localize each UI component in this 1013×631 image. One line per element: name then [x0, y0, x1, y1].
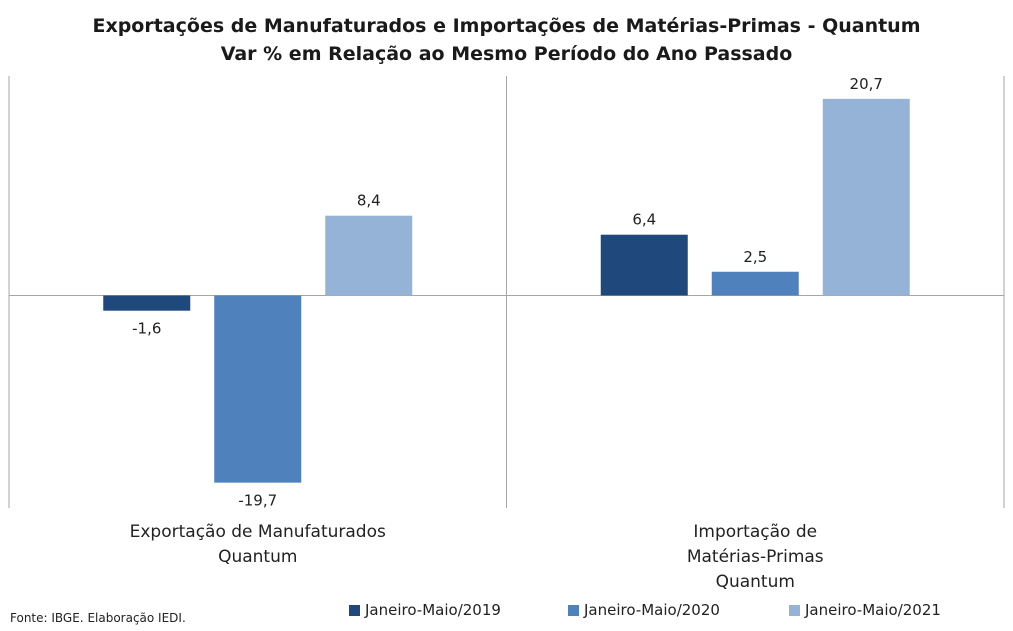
data-label-2-0: 8,4 — [357, 192, 381, 210]
legend-swatch-2021 — [789, 604, 800, 616]
data-label-1-1: 2,5 — [743, 248, 767, 266]
category-label-1-0: Importação de — [693, 522, 817, 542]
data-label-0-1: 6,4 — [632, 211, 656, 229]
chart-title: Exportações de Manufaturados e Importaçõ… — [92, 15, 921, 37]
bar-1-1 — [711, 271, 799, 296]
bar-chart: -1,6 -19,7 8,4 Exportação de Manufaturados Q… — [8, 75, 1005, 592]
category-label-0-1: Quantum — [218, 547, 297, 567]
bar-0-0 — [103, 295, 191, 311]
legend-swatch-2019 — [349, 604, 360, 616]
legend-label-2020: Janeiro-Maio/2020 — [584, 601, 720, 619]
legend-item-2020: Janeiro-Maio/2020 — [568, 601, 720, 619]
chart-subtitle: Var % em Relação ao Mesmo Período do Ano… — [220, 43, 793, 65]
category-label-1-1: Matérias-Primas — [687, 547, 824, 567]
legend-item-2019: Janeiro-Maio/2019 — [349, 601, 501, 619]
chart-title-block: Exportações de Manufaturados e Importaçõ… — [0, 12, 1013, 68]
legend-swatch-2020 — [568, 604, 579, 616]
source-note: Fonte: IBGE. Elaboração IEDI. — [10, 611, 186, 625]
legend-item-2021: Janeiro-Maio/2021 — [789, 601, 941, 619]
legend: Janeiro-Maio/2019 Janeiro-Maio/2020 Jane… — [0, 601, 1013, 623]
bar-0-1 — [600, 234, 688, 296]
data-label-1-0: -19,7 — [238, 492, 277, 510]
bar-1-0 — [214, 295, 302, 483]
category-label-1-2: Quantum — [716, 572, 795, 592]
bar-2-0 — [325, 215, 413, 296]
data-label-0-0: -1,6 — [132, 320, 161, 338]
bar-2-1 — [822, 98, 910, 296]
category-label-0-0: Exportação de Manufaturados — [130, 522, 386, 542]
data-label-2-1: 20,7 — [850, 75, 883, 93]
legend-label-2019: Janeiro-Maio/2019 — [365, 601, 501, 619]
legend-label-2021: Janeiro-Maio/2021 — [805, 601, 941, 619]
